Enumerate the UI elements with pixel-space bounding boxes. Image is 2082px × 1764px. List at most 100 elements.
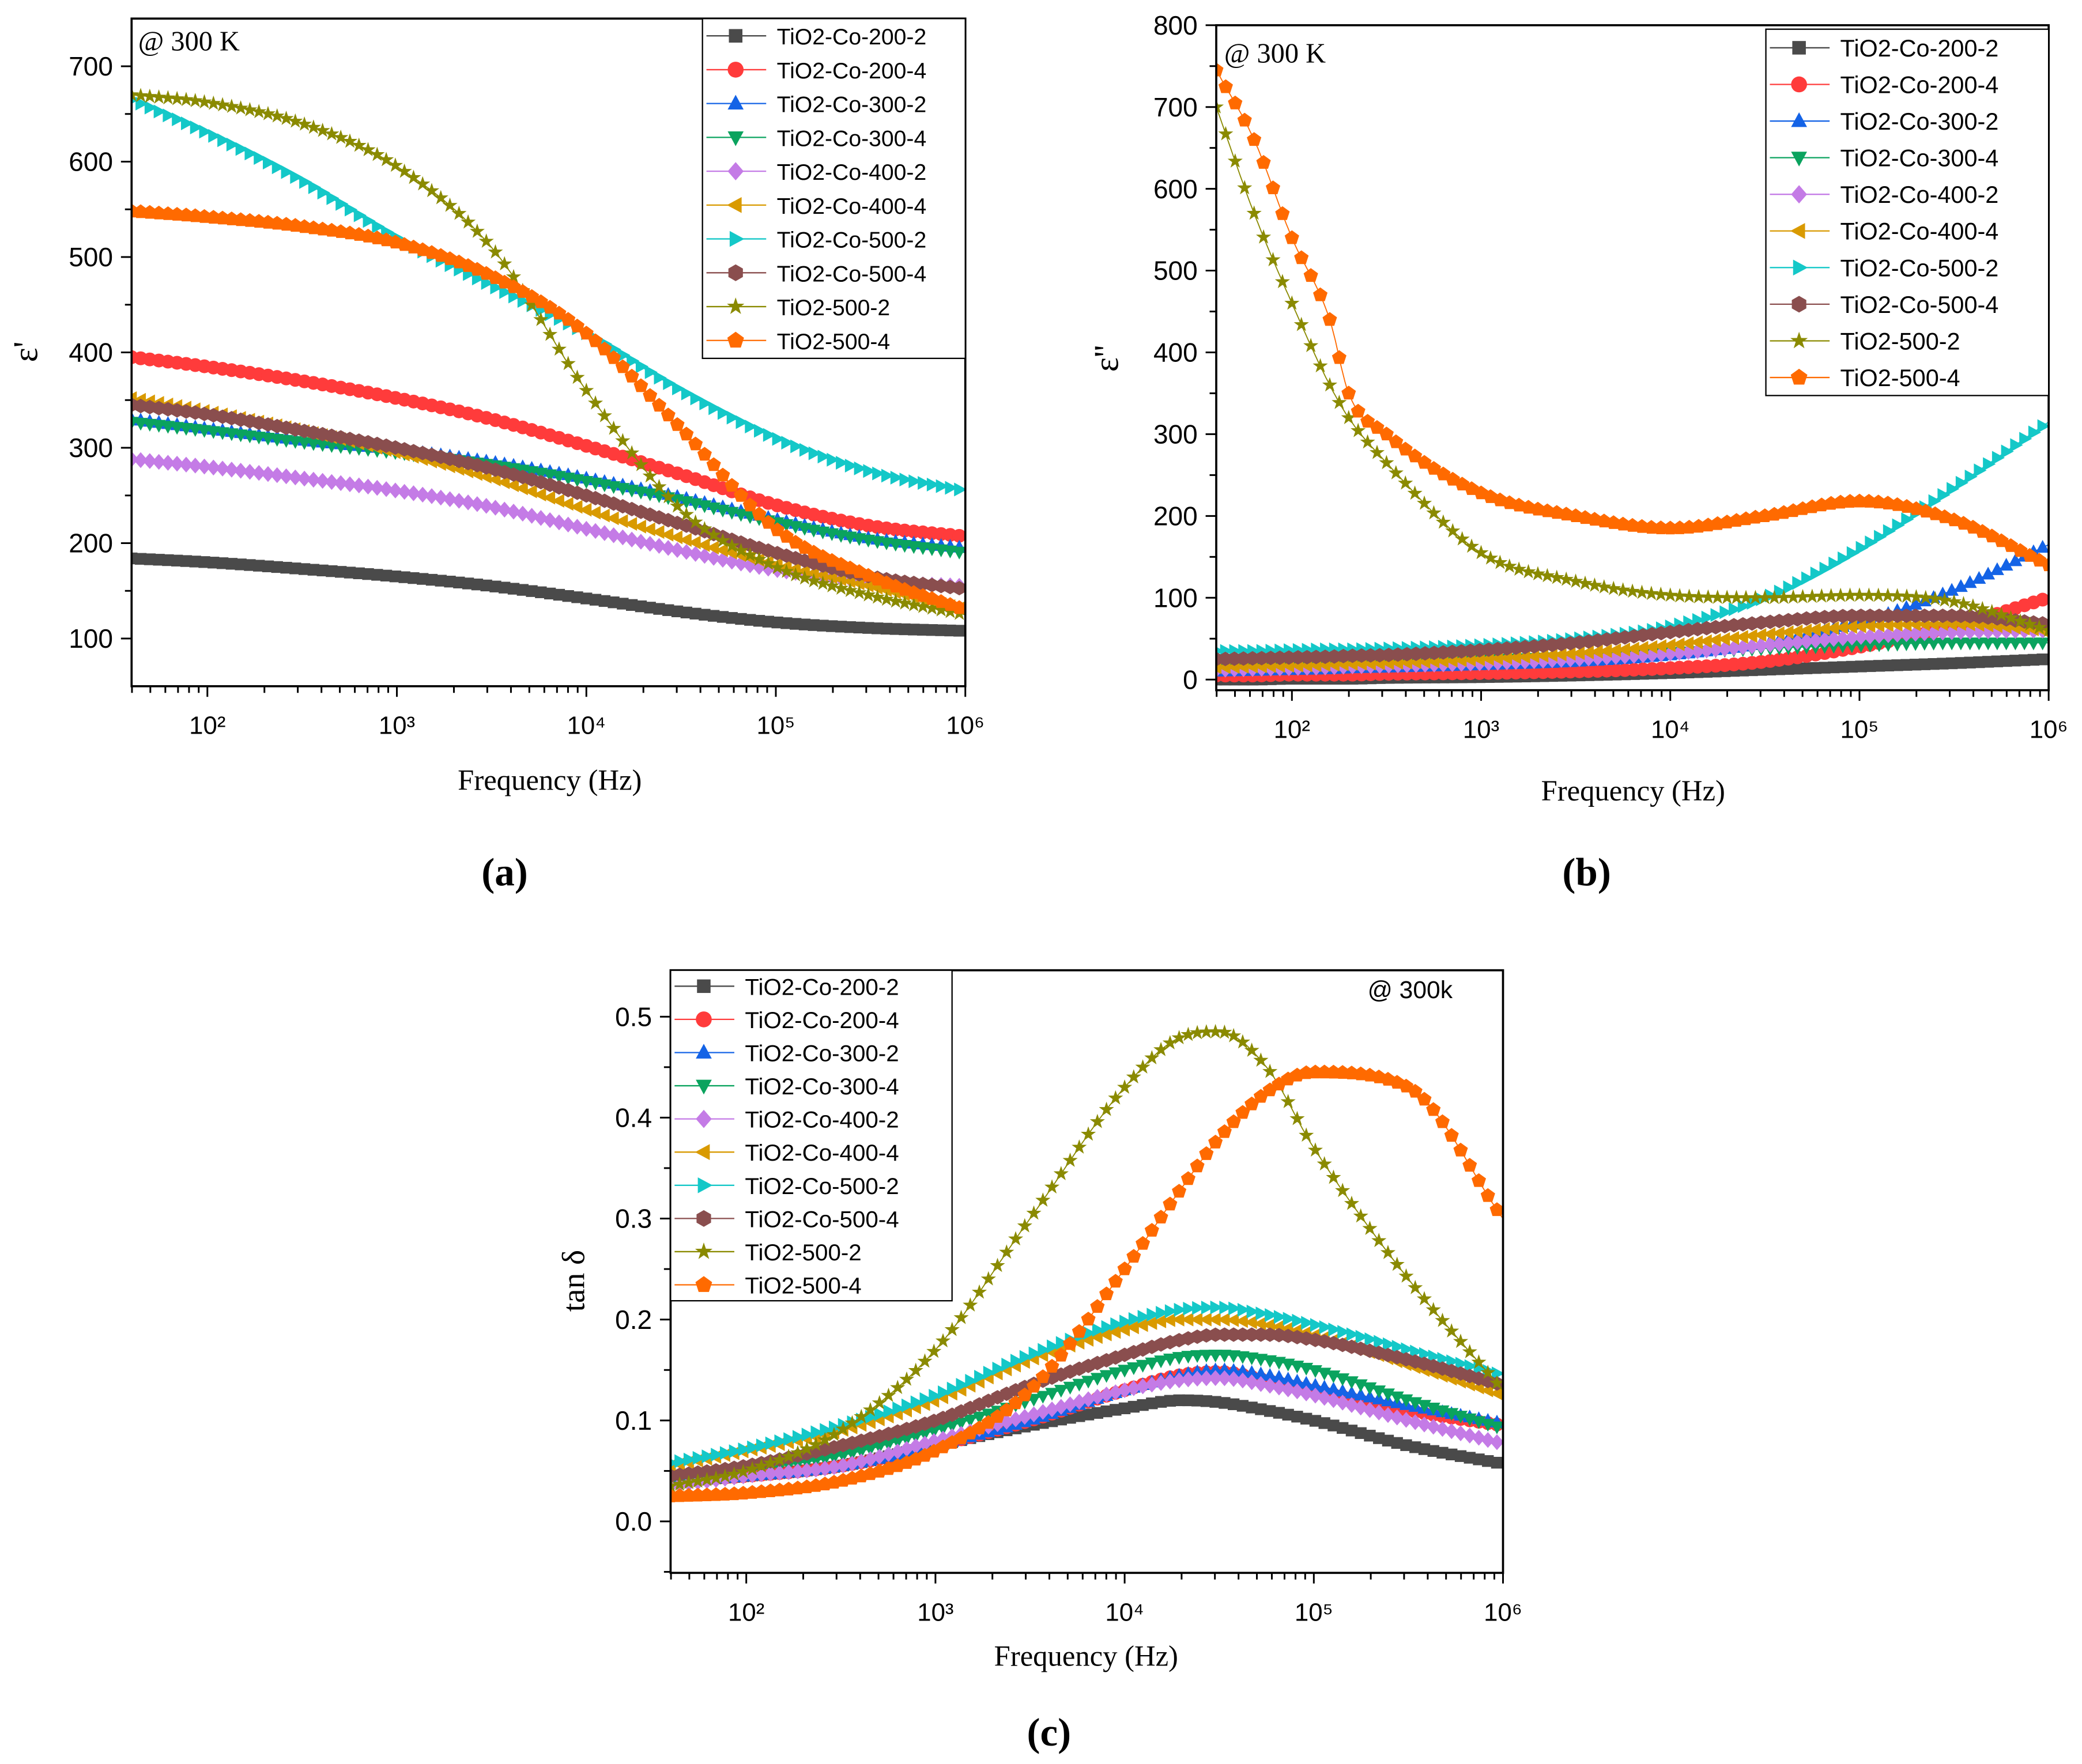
data-point [1729, 602, 1742, 617]
data-point [1389, 434, 1404, 448]
data-point [633, 519, 646, 534]
data-point [1181, 1371, 1195, 1388]
data-point [1183, 1301, 1196, 1316]
data-point [891, 1436, 905, 1449]
data-point [1471, 1173, 1487, 1187]
legend: TiO2-Co-200-2 TiO2-Co-200-4 TiO2-Co-300-2 T… [701, 18, 966, 360]
data-point [1117, 1323, 1130, 1337]
data-point [598, 595, 610, 607]
y-tick-label: 0.2 [615, 1305, 652, 1335]
legend-item: TiO2-Co-400-2 [706, 160, 926, 185]
x-axis-label: Frequency (Hz) [1541, 775, 1725, 807]
data-point [1408, 1414, 1423, 1430]
data-point [1419, 1347, 1432, 1361]
data-point [1244, 1042, 1259, 1057]
legend-marker-pentagon-icon [695, 1276, 712, 1292]
data-point [1455, 1357, 1469, 1371]
data-point [745, 420, 758, 434]
data-point [142, 88, 157, 103]
data-point [1426, 1418, 1440, 1435]
data-point [762, 615, 775, 628]
data-point [799, 443, 813, 457]
data-point [1382, 1337, 1396, 1351]
data-point [844, 458, 858, 473]
data-point [226, 137, 240, 152]
data-point [1164, 1304, 1178, 1319]
data-point [1326, 1392, 1341, 1408]
data-point [671, 605, 684, 618]
data-point [1146, 1308, 1160, 1322]
data-point [1464, 538, 1480, 553]
data-point [1126, 1069, 1141, 1084]
data-point [738, 1442, 751, 1456]
data-point [1336, 1384, 1350, 1397]
data-point [1615, 582, 1631, 597]
data-point [1417, 1417, 1431, 1433]
data-point [1099, 1370, 1114, 1383]
data-point [781, 1448, 797, 1463]
data-point [1964, 470, 1978, 484]
data-point [1757, 590, 1772, 605]
data-point [270, 467, 284, 484]
data-point [1492, 1366, 1503, 1381]
data-point [134, 553, 147, 565]
data-point [806, 566, 819, 580]
data-point [306, 471, 320, 488]
data-point [2012, 613, 2028, 628]
data-point [1899, 638, 1914, 652]
data-point [1549, 569, 1564, 584]
data-point [1117, 1261, 1132, 1275]
data-point [1983, 457, 1996, 471]
data-point [1928, 658, 1940, 670]
data-point [745, 1467, 760, 1483]
data-point [214, 97, 231, 112]
data-point [180, 116, 194, 131]
data-point [1145, 1376, 1159, 1393]
data-point [643, 388, 658, 402]
data-point [1994, 607, 2009, 621]
legend-label: TiO2-Co-200-4 [745, 1007, 899, 1033]
data-point [260, 105, 276, 120]
data-point [369, 146, 385, 161]
data-point [1817, 622, 1830, 636]
data-point [1606, 580, 1621, 595]
data-point [1099, 1101, 1114, 1116]
data-point [788, 562, 801, 576]
data-point [271, 160, 285, 175]
data-point [1290, 1373, 1304, 1387]
data-point [1337, 1422, 1349, 1434]
data-point [1947, 482, 1960, 496]
data-point [853, 621, 865, 634]
data-point [753, 615, 765, 627]
data-point [1371, 1233, 1387, 1248]
data-point [651, 479, 667, 493]
data-point [443, 491, 457, 507]
data-point [1926, 637, 1941, 651]
data-point [919, 1392, 933, 1406]
data-point [1317, 1156, 1332, 1171]
data-point [1536, 648, 1549, 663]
data-point [1255, 229, 1272, 244]
data-point [606, 511, 619, 526]
x-tick-label: 10³ [379, 712, 415, 740]
data-point [1464, 1359, 1477, 1373]
data-point [815, 568, 828, 582]
data-point [1010, 1354, 1024, 1368]
data-point [1782, 663, 1794, 675]
data-point [1798, 624, 1812, 638]
data-point [499, 285, 512, 299]
data-point [747, 1440, 760, 1455]
data-point [1171, 1030, 1187, 1045]
data-point [781, 436, 794, 450]
legend-marker-triangle-left-icon [727, 197, 742, 213]
data-point [1318, 1417, 1330, 1429]
data-point [1945, 583, 1959, 596]
data-point [1892, 518, 1905, 532]
data-point [974, 1370, 987, 1384]
data-point [597, 407, 612, 422]
data-point [935, 1333, 951, 1348]
data-point [506, 269, 522, 284]
data-point [929, 1389, 942, 1403]
data-point [854, 1453, 869, 1470]
data-point [271, 561, 283, 573]
